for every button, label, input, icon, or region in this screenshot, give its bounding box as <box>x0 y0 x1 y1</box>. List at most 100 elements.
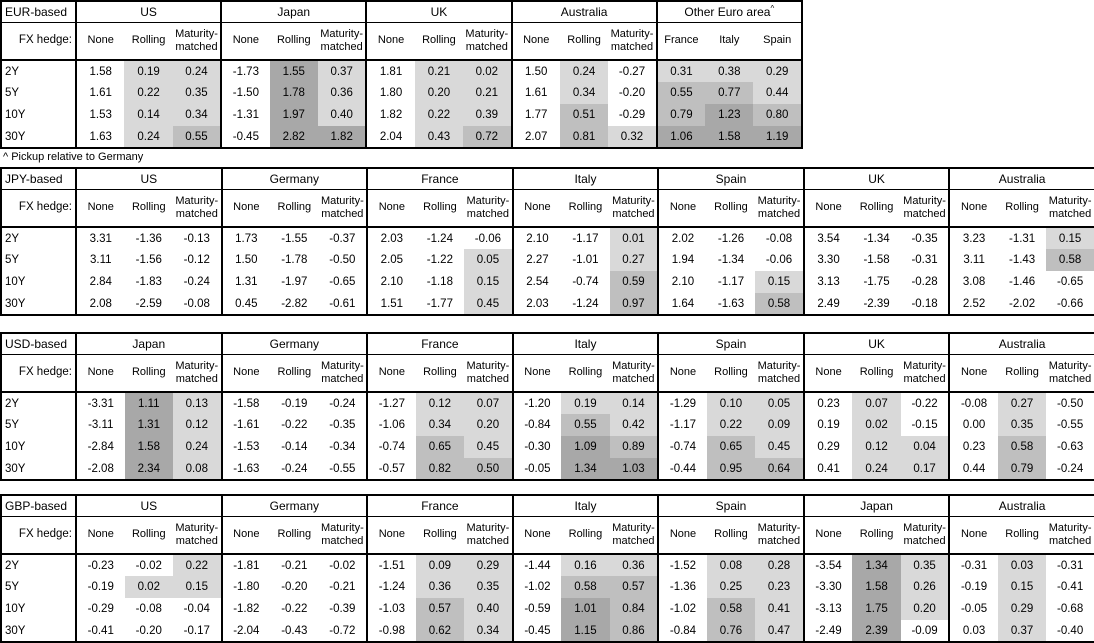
value-cell: -1.17 <box>657 414 707 436</box>
value-cell: 0.41 <box>802 458 853 480</box>
hedge-column-header: Maturity-matched <box>463 22 512 61</box>
value-cell: 0.02 <box>463 60 512 82</box>
value-cell: 2.07 <box>510 126 560 148</box>
value-cell: 0.29 <box>997 598 1047 620</box>
value-cell: -0.50 <box>318 249 368 271</box>
hedge-column-header: Maturity-matched <box>173 354 222 393</box>
value-cell: -0.24 <box>318 392 368 414</box>
value-cell: 1.15 <box>561 620 610 642</box>
hedge-column-header: None <box>948 516 998 555</box>
value-cell: 1.64 <box>657 293 707 315</box>
value-cell: -0.84 <box>657 620 707 642</box>
value-cell: -0.24 <box>270 458 319 480</box>
value-cell: 2.10 <box>657 271 707 293</box>
tenor-label: 5Y <box>0 414 76 436</box>
hedge-column-header: Maturity-matched <box>1046 354 1094 393</box>
value-cell: 0.80 <box>753 104 802 126</box>
hedge-column-header: Rolling <box>415 189 465 228</box>
country-header: UK <box>802 168 950 190</box>
value-cell: 2.49 <box>802 293 853 315</box>
value-cell: 0.19 <box>561 392 610 414</box>
country-header: Italy <box>511 333 659 355</box>
value-cell: 0.00 <box>948 414 998 436</box>
value-cell: -0.06 <box>464 227 513 249</box>
value-cell: -0.39 <box>318 598 368 620</box>
value-cell: -1.58 <box>220 392 271 414</box>
country-header: US <box>75 495 222 517</box>
value-cell: 0.36 <box>609 554 659 576</box>
value-cell: 1.82 <box>365 104 415 126</box>
tenor-label: 10Y <box>0 104 76 126</box>
value-cell: 0.15 <box>997 576 1047 598</box>
value-cell: -0.41 <box>1046 576 1094 598</box>
value-cell: 0.20 <box>414 82 464 104</box>
value-cell: -2.49 <box>802 620 853 642</box>
value-cell: 1.53 <box>74 104 125 126</box>
jpy-based-table-slot: JPY-based US Germany France Italy Spain UK Aust… <box>0 167 1094 316</box>
value-cell: 0.24 <box>124 126 173 148</box>
hedge-column-header: None <box>365 22 415 61</box>
value-cell: 1.50 <box>510 60 560 82</box>
gbp-based-table-slot: GBP-based US Germany France Italy Spain Japan A… <box>0 494 1094 643</box>
value-cell: 2.02 <box>657 227 707 249</box>
value-cell: 0.21 <box>463 82 512 104</box>
value-cell: -0.63 <box>1046 436 1094 458</box>
base-currency-label: GBP-based <box>0 495 76 517</box>
hedge-column-header: Rolling <box>270 354 319 393</box>
value-cell: 1.63 <box>74 126 125 148</box>
usd-based-table-slot: USD-based Japan Germany France Italy Spain UK A… <box>0 332 1094 481</box>
value-cell: 0.34 <box>172 104 222 126</box>
hedge-column-header: Rolling <box>124 516 174 555</box>
country-header: France <box>366 495 513 517</box>
value-cell: 0.12 <box>852 436 901 458</box>
value-cell: 0.40 <box>464 598 513 620</box>
value-cell: -1.31 <box>997 227 1047 249</box>
hedge-column-header: Rolling <box>124 354 174 393</box>
value-cell: 0.03 <box>997 554 1047 576</box>
value-cell: 0.02 <box>124 576 174 598</box>
value-cell: -0.29 <box>608 104 657 126</box>
value-cell: -0.31 <box>1046 554 1094 576</box>
table-row: 5Y 3.11 -1.56 -0.12 1.50 -1.78 -0.50 2.05 -1.22 0… <box>0 249 1094 271</box>
value-cell: -0.31 <box>900 249 950 271</box>
value-cell: 1.58 <box>705 126 754 148</box>
value-cell: 0.82 <box>415 458 465 480</box>
table-row: 30Y -2.08 2.34 0.08 -1.63 -0.24 -0.55 -0.57 0.82… <box>0 458 1094 480</box>
value-cell: 1.97 <box>269 104 318 126</box>
value-cell: 2.82 <box>269 126 318 148</box>
value-cell: 0.39 <box>463 104 512 126</box>
value-cell: -0.08 <box>755 227 804 249</box>
value-cell: -0.19 <box>75 576 125 598</box>
value-cell: 0.43 <box>414 126 464 148</box>
hedge-column-header: None <box>511 189 562 228</box>
value-cell: -1.34 <box>852 227 901 249</box>
value-cell: -0.22 <box>270 598 319 620</box>
value-cell: -1.01 <box>561 249 610 271</box>
value-cell: 0.05 <box>755 392 804 414</box>
value-cell: -1.82 <box>220 598 271 620</box>
value-cell: 2.03 <box>511 293 562 315</box>
value-cell: -0.84 <box>511 414 562 436</box>
hedge-column-header: Rolling <box>852 189 901 228</box>
table-row: 30Y 2.08 -2.59 -0.08 0.45 -2.82 -0.61 1.51 -1.77… <box>0 293 1094 315</box>
value-cell: 1.58 <box>124 436 174 458</box>
value-cell: -0.34 <box>318 436 368 458</box>
value-cell: 0.45 <box>755 436 804 458</box>
value-cell: -0.29 <box>75 598 125 620</box>
value-cell: 1.73 <box>220 227 271 249</box>
value-cell: 0.24 <box>172 60 222 82</box>
country-header: UK <box>802 333 950 355</box>
value-cell: -0.05 <box>948 598 998 620</box>
value-cell: 0.15 <box>755 271 804 293</box>
value-cell: 0.23 <box>755 576 804 598</box>
value-cell: -1.77 <box>415 293 465 315</box>
value-cell: -0.55 <box>1046 414 1094 436</box>
value-cell: 3.08 <box>948 271 998 293</box>
tenor-label: 5Y <box>0 249 76 271</box>
country-header: Australia <box>948 168 1094 190</box>
country-header: France <box>366 168 513 190</box>
hedge-column-header: Rolling <box>270 516 319 555</box>
value-cell: -0.65 <box>1046 271 1094 293</box>
value-cell: -0.19 <box>948 576 998 598</box>
value-cell: 0.03 <box>948 620 998 642</box>
